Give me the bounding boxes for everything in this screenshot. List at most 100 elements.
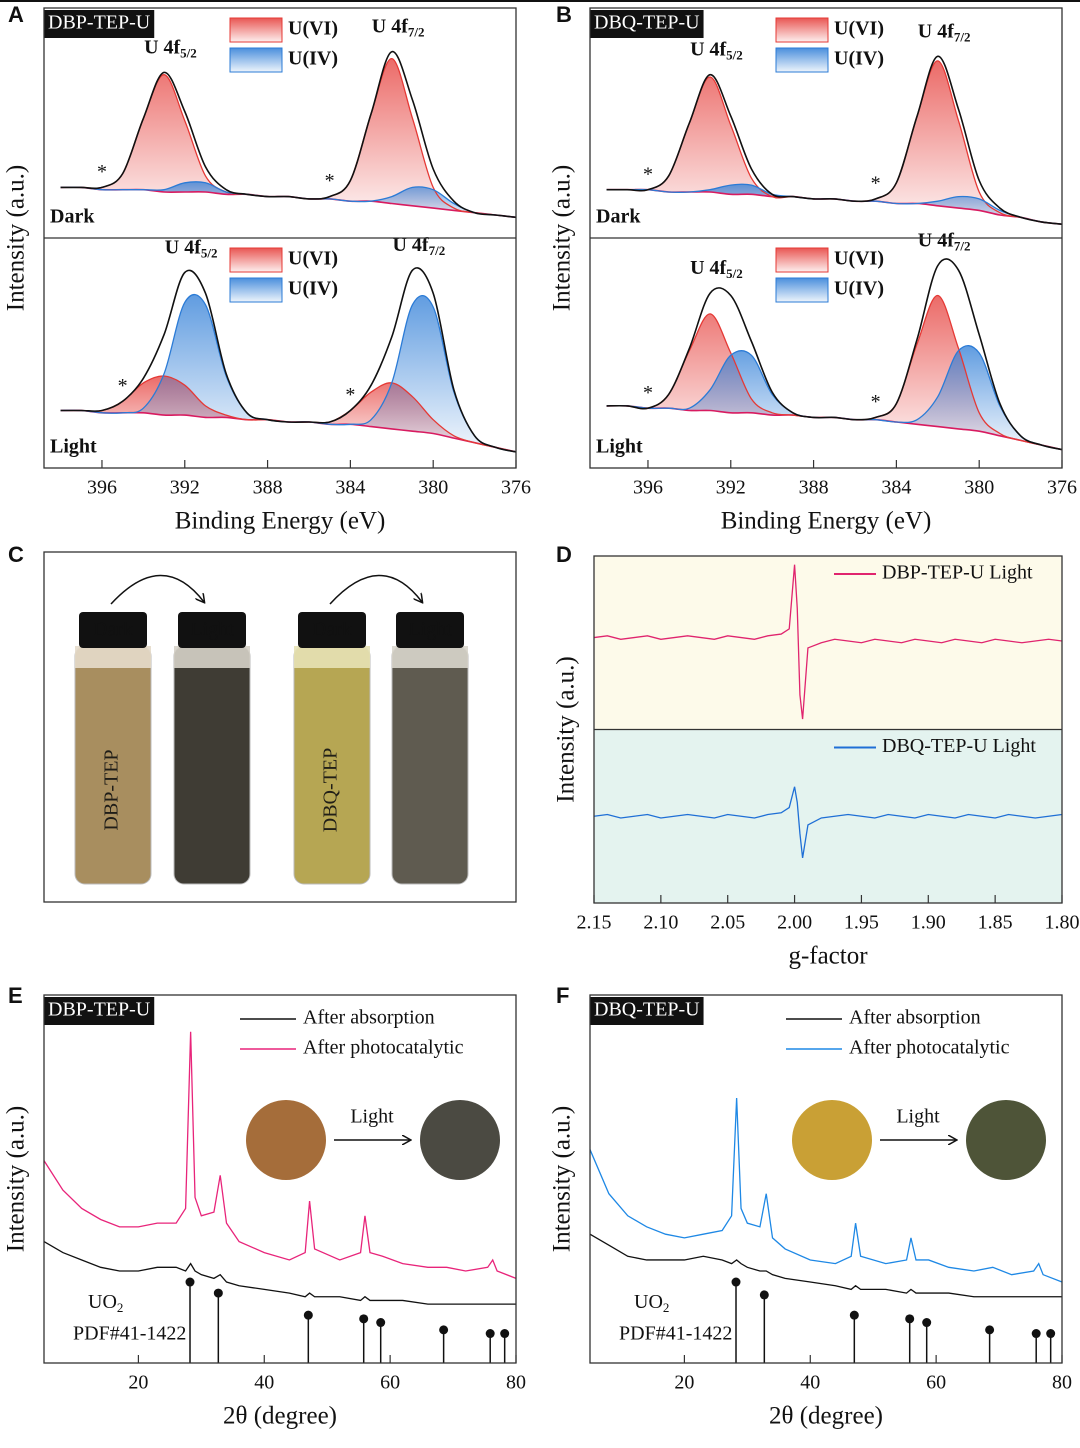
peak-label-main: U 4f [690,257,726,279]
reference-stick [500,1329,510,1363]
envelope-line [606,258,1063,451]
peak-label-sub: 5/2 [201,245,218,260]
x-tick-label: 392 [170,477,200,499]
reference-stick [376,1318,386,1363]
peak-label-main: U 4f [372,15,408,37]
sample-tag: DBP-TEP-U [48,12,151,34]
photo-arrow [110,574,204,605]
sample-tag-box [590,10,704,38]
reference-stick [849,1310,859,1363]
vial-cap-label: Light [190,619,234,641]
reference-name-sub: 2 [663,1300,670,1315]
vial-cap-label: Dark [312,619,352,641]
sample-tag: DBQ-TEP-U [594,999,700,1021]
series-line [43,1240,516,1305]
legend-swatch [775,17,829,43]
x-tick-label: 2.15 [577,912,612,934]
vial-headspace [75,646,151,668]
peak-label: U 4f7/2 [918,229,971,253]
series-line [593,786,1063,858]
legend-swatch [229,277,283,303]
reference-stick [213,1288,223,1363]
reference-stick [359,1314,369,1363]
subplot-label: Light [50,436,97,458]
sample-tag-box [44,997,155,1025]
x-axis-title: 2θ (degree) [223,1403,337,1430]
x-tick-label: 1.85 [978,912,1013,934]
legend-label: DBQ-TEP-U Light [882,735,1036,757]
subplot-label: Dark [50,206,95,228]
vial-cap-label: Dark [93,619,133,641]
reference-stick [1031,1329,1041,1363]
reference-stick-head [359,1314,369,1324]
satellite-mark: * [871,391,881,413]
x-tick-label: 20 [128,1372,148,1394]
sample-tag-box [590,997,704,1025]
reference-stick [759,1290,769,1363]
reference-stick [439,1325,449,1363]
satellite-mark: * [118,375,128,397]
subplot-label: Light [596,436,643,458]
vial-cap [79,612,147,648]
plot-frame [589,994,1063,1364]
sample-tag-box [44,10,155,38]
x-tick-label: 2.05 [710,912,745,934]
peak-label: U 4f5/2 [690,257,743,281]
vial-label: DBP-TEP [101,749,123,830]
legend-swatch [775,277,829,303]
reference-stick-head [1046,1329,1056,1339]
legend-label: DBP-TEP-U Light [882,562,1033,584]
component-fill [606,184,1062,225]
panel-letter: F [556,983,569,1008]
vial-cap [396,612,464,648]
reference-stick [731,1277,741,1363]
legend-swatch [229,247,283,273]
series-line [593,564,1063,720]
reference-stick-head [376,1318,386,1328]
peak-label: U 4f7/2 [918,20,971,44]
inset-photo [246,1100,326,1180]
reference-stick-head [905,1314,915,1324]
peak-label-main: U 4f [918,20,954,42]
envelope-line [60,267,517,453]
panel-letter: B [556,2,572,27]
peak-label-sub: 7/2 [429,243,446,258]
peak-label: U 4f7/2 [392,234,445,258]
legend-label: After photocatalytic [303,1037,464,1059]
component-fill [60,294,517,452]
reference-stick [922,1318,932,1363]
legend-label: U(VI) [288,248,338,270]
vial-headspace [294,646,370,668]
x-tick-label: 1.95 [844,912,879,934]
reference-stick-head [213,1288,223,1298]
reference-stick-head [759,1290,769,1300]
legend-label: After photocatalytic [849,1037,1010,1059]
peak-label-main: U 4f [392,234,428,256]
x-tick-label: 80 [1052,1372,1072,1394]
y-axis-title: Intensity (a.u.) [3,1106,30,1252]
legend-label: After absorption [303,1007,435,1029]
reference-stick-head [731,1277,741,1287]
reference-name: UO2 [88,1291,123,1315]
vial-cap [178,612,246,648]
reference-card: PDF#41-1422 [73,1323,186,1345]
envelope-line [606,55,1063,225]
vial-label: DBQ-TEP [320,748,342,832]
reference-stick-head [485,1329,495,1339]
plot-frame [43,994,517,1364]
series-line [606,60,1063,225]
panel-letter: C [8,542,24,567]
y-axis-title: Intensity (a.u.) [553,656,580,802]
panel-letter: D [556,542,572,567]
y-axis-title: Intensity (a.u.) [3,165,30,311]
satellite-mark: * [871,172,881,194]
series-line [589,1098,1063,1283]
satellite-mark: * [643,163,653,185]
peak-label-sub: 5/2 [726,266,743,281]
peak-label-main: U 4f [144,36,180,58]
component-fill [606,60,1062,225]
x-tick-label: 380 [418,477,448,499]
peak-label-sub: 5/2 [726,48,743,63]
